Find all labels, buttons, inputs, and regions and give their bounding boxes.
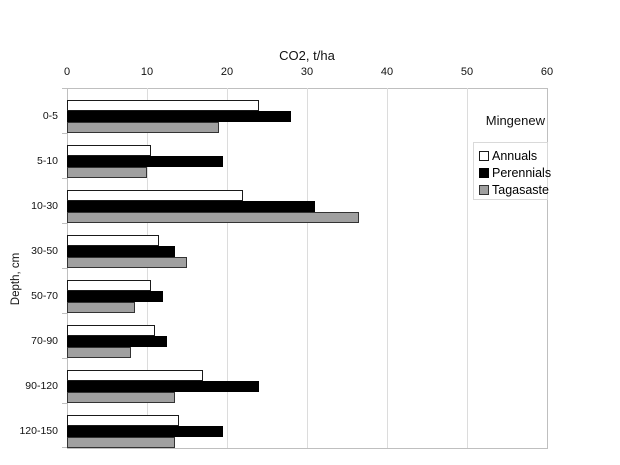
category-label: 30-50 xyxy=(31,245,58,257)
legend-label: Perennials xyxy=(492,165,552,180)
y-tick-mark xyxy=(62,88,67,89)
bar-annuals xyxy=(67,280,151,291)
x-tick-label: 20 xyxy=(220,66,234,78)
category-label: 0-5 xyxy=(42,110,58,122)
bar-annuals xyxy=(67,145,151,156)
legend-label: Tagasaste xyxy=(492,182,549,197)
legend-swatch-annuals xyxy=(479,150,489,161)
x-axis-title: CO2, t/ha xyxy=(279,48,335,63)
category-label: 5-10 xyxy=(36,155,58,167)
annotation-mingenew: Mingenew xyxy=(485,113,545,128)
x-tick-mark xyxy=(547,88,548,93)
y-tick-mark xyxy=(62,133,67,134)
gridline xyxy=(307,88,308,448)
x-tick-label: 60 xyxy=(540,66,554,78)
legend-label: Annuals xyxy=(492,148,538,163)
bar-perennials xyxy=(67,156,223,167)
bar-annuals xyxy=(67,100,259,111)
legend-swatch-tagasaste xyxy=(479,184,489,195)
bar-tagasaste xyxy=(67,392,175,403)
bar-perennials xyxy=(67,291,163,302)
category-label: 90-120 xyxy=(25,380,58,392)
x-tick-label: 50 xyxy=(460,66,474,78)
gridline xyxy=(147,88,148,448)
legend-item: Tagasaste xyxy=(479,181,549,198)
bar-perennials xyxy=(67,336,167,347)
gridline xyxy=(387,88,388,448)
bar-tagasaste xyxy=(67,437,175,448)
bar-tagasaste xyxy=(67,212,359,223)
bar-annuals xyxy=(67,190,243,201)
y-tick-mark xyxy=(62,268,67,269)
y-tick-mark xyxy=(62,223,67,224)
bar-tagasaste xyxy=(67,167,147,178)
category-label: 70-90 xyxy=(31,335,58,347)
x-tick-mark xyxy=(67,88,68,93)
bar-annuals xyxy=(67,415,179,426)
category-label: 10-30 xyxy=(31,200,58,212)
bar-perennials xyxy=(67,426,223,437)
category-label: 50-70 xyxy=(31,290,58,302)
gridline xyxy=(227,88,228,448)
legend-swatch-perennials xyxy=(479,167,489,178)
x-tick-label: 30 xyxy=(300,66,314,78)
y-tick-mark xyxy=(62,313,67,314)
x-tick-label: 0 xyxy=(63,66,71,78)
bar-annuals xyxy=(67,370,203,381)
bar-tagasaste xyxy=(67,257,187,268)
legend-item: Perennials xyxy=(479,164,551,181)
category-label: 120-150 xyxy=(19,425,58,437)
y-tick-mark xyxy=(62,358,67,359)
legend-item: Annuals xyxy=(479,147,547,164)
bar-tagasaste xyxy=(67,122,219,133)
x-tick-label: 10 xyxy=(140,66,154,78)
y-tick-mark xyxy=(62,178,67,179)
y-tick-mark xyxy=(62,403,67,404)
y-tick-mark xyxy=(62,447,67,448)
bar-perennials xyxy=(67,201,315,212)
gridline xyxy=(467,88,468,448)
bar-annuals xyxy=(67,325,155,336)
bar-tagasaste xyxy=(67,302,135,313)
bar-tagasaste xyxy=(67,347,131,358)
bar-perennials xyxy=(67,246,175,257)
bar-perennials xyxy=(67,381,259,392)
legend: Annuals Perennials Tagasaste xyxy=(473,142,551,200)
bar-perennials xyxy=(67,111,291,122)
bar-annuals xyxy=(67,235,159,246)
x-tick-label: 40 xyxy=(380,66,394,78)
